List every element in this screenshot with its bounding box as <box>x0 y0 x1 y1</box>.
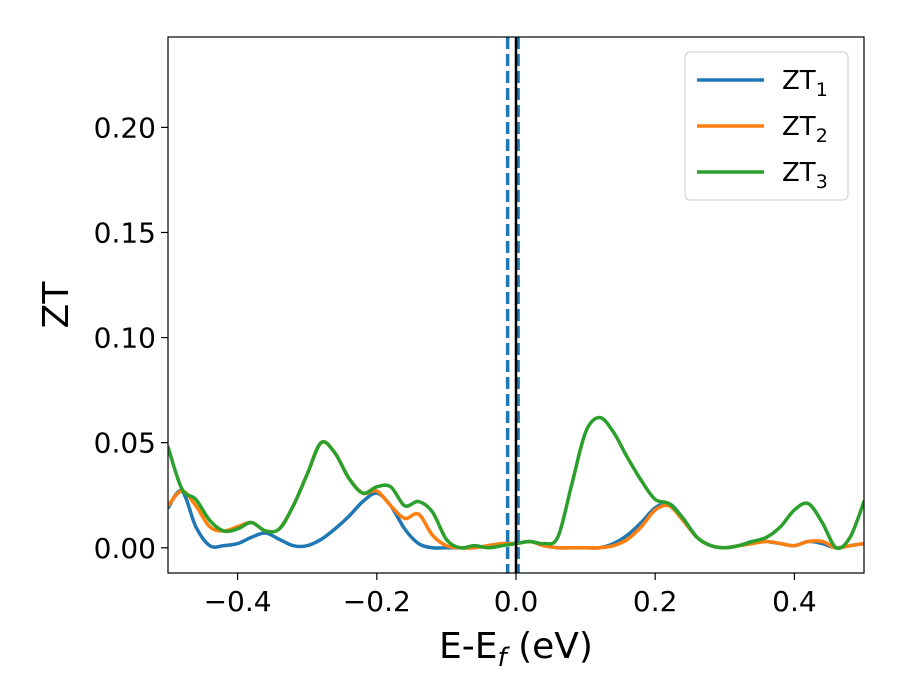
legend-box <box>684 51 849 201</box>
legend-label-zt3: ZT3 <box>782 158 828 193</box>
legend-label-zt1: ZT1 <box>782 66 828 101</box>
x-tick-label: 0.2 <box>633 585 678 618</box>
x-axis-title: E-Ef (eV) <box>439 626 593 673</box>
y-axis-ticks: 0.00 0.05 0.10 0.15 0.20 <box>94 111 168 565</box>
y-axis-title: ZT <box>36 281 77 329</box>
x-tick-label: −0.4 <box>204 585 272 618</box>
x-axis-title-main: E-E <box>439 626 497 667</box>
x-tick-label: 0.0 <box>494 585 539 618</box>
y-tick-label: 0.05 <box>94 427 156 460</box>
x-tick-label: 0.4 <box>772 585 817 618</box>
x-axis-ticks: −0.4 −0.2 0.0 0.2 0.4 <box>204 573 817 618</box>
x-tick-label: −0.2 <box>343 585 411 618</box>
vertical-reference-lines <box>505 37 520 573</box>
y-tick-label: 0.00 <box>94 532 156 565</box>
legend: ZT1 ZT2 ZT3 <box>684 51 849 201</box>
y-tick-label: 0.20 <box>94 111 156 144</box>
y-tick-label: 0.10 <box>94 322 156 355</box>
y-tick-label: 0.15 <box>94 216 156 249</box>
legend-items: ZT1 ZT2 ZT3 <box>697 66 828 193</box>
x-axis-title-unit: (eV) <box>507 626 593 667</box>
legend-label-zt2: ZT2 <box>782 112 828 147</box>
